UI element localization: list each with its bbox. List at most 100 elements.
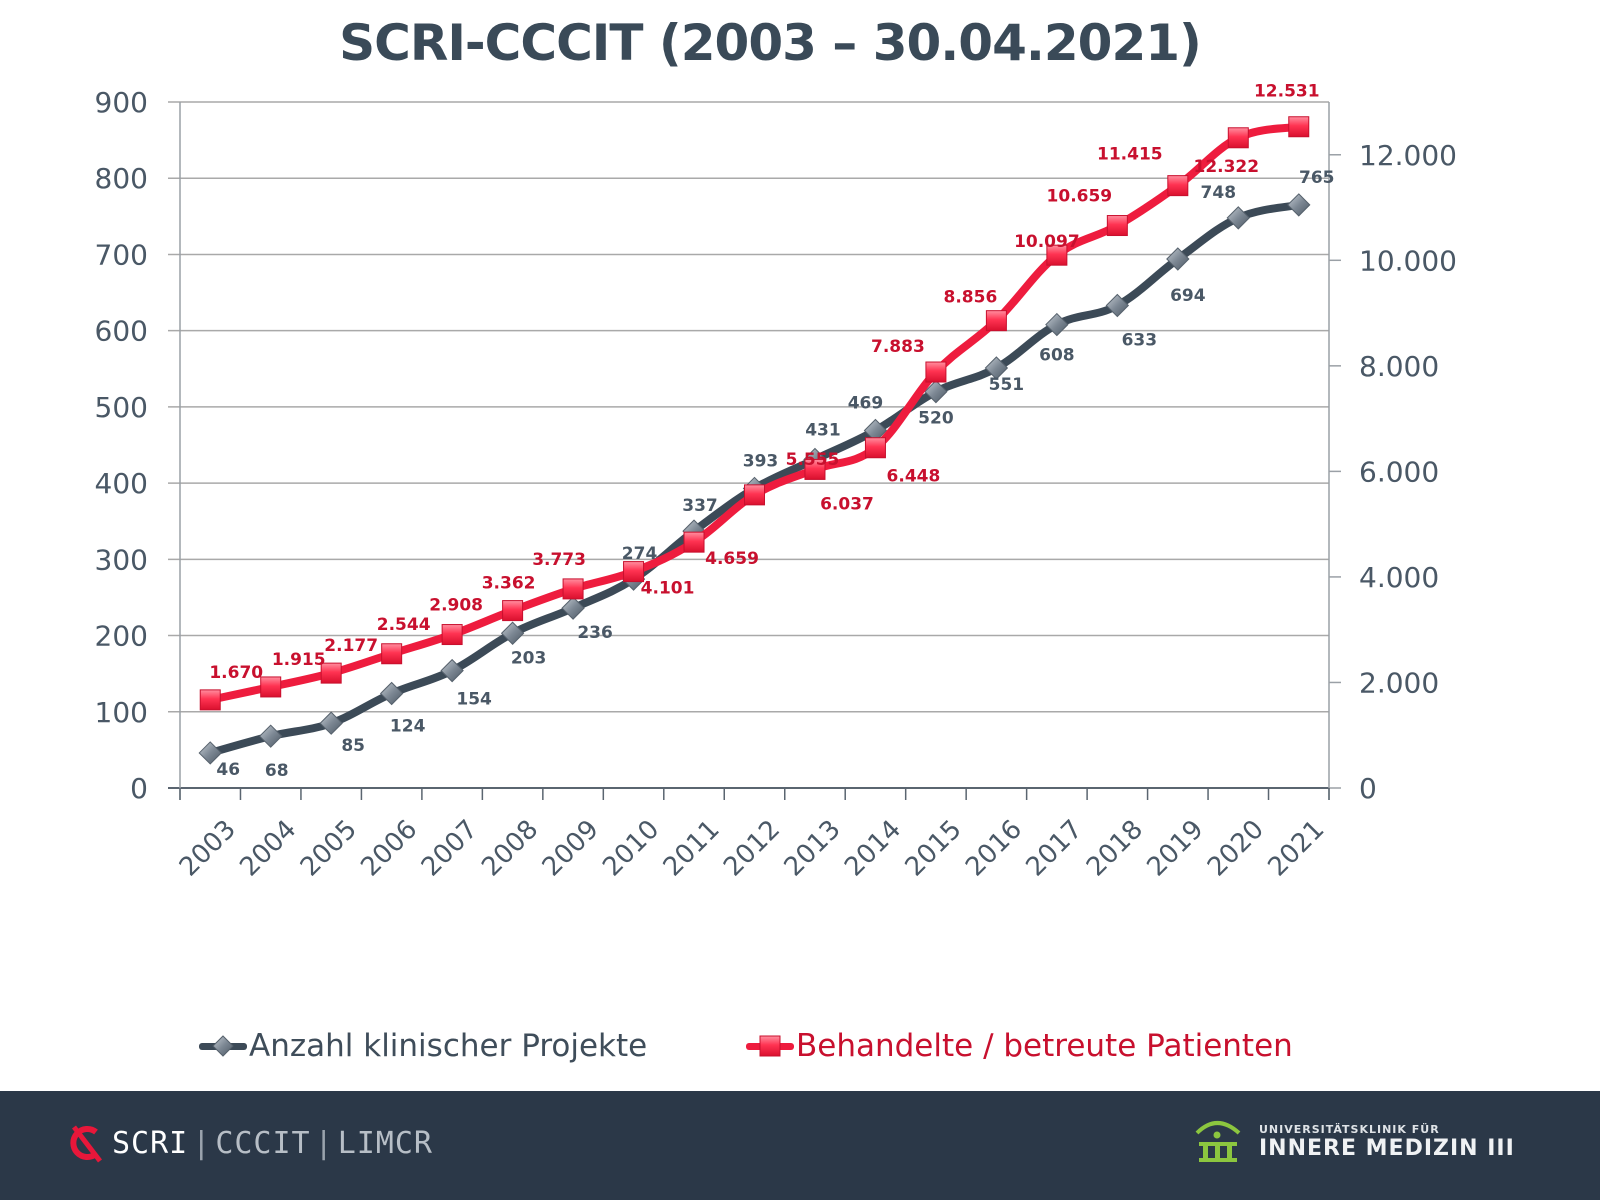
marker-projects (984, 356, 1009, 380)
marker-patients (925, 361, 947, 383)
y-tick-label-left: 700 (95, 238, 148, 271)
x-tick-label: 2009 (537, 814, 605, 882)
data-label-projects: 203 (511, 648, 547, 668)
legend-label-patients: Behandelte / betreute Patienten (796, 1028, 1293, 1064)
footer-separator: | (192, 1125, 212, 1161)
scri-logo-icon (70, 1125, 102, 1163)
marker-patients (441, 624, 463, 646)
y-tick-label-left: 900 (95, 86, 148, 119)
footer-limcr: LIMCR (337, 1125, 433, 1161)
marker-patients (260, 676, 282, 698)
y-tick-label-left: 100 (95, 696, 148, 729)
data-label-patients: 2.177 (324, 636, 378, 656)
marker-projects (198, 741, 222, 765)
data-label-projects: 694 (1170, 286, 1206, 306)
data-label-patients: 12.531 (1254, 82, 1320, 102)
y-tick-label-right: 12.000 (1359, 139, 1457, 172)
data-label-projects: 765 (1299, 168, 1335, 188)
data-label-projects: 274 (622, 544, 658, 564)
y-tick-label-right: 8.000 (1359, 350, 1439, 383)
x-tick-label: 2012 (718, 814, 786, 882)
marker-projects (1166, 247, 1190, 271)
y-tick-label-right: 10.000 (1359, 244, 1457, 277)
marker-patients (1167, 175, 1189, 197)
series-projects (198, 193, 1311, 765)
data-label-projects: 551 (989, 375, 1025, 395)
data-label-patients: 1.915 (272, 650, 326, 670)
marker-projects (500, 621, 525, 645)
data-label-projects: 85 (341, 736, 365, 756)
legend-label-projects: Anzahl klinischer Projekte (249, 1028, 648, 1064)
university-logo: UNIVERSITÄTSKLINIK FÜR INNERE MEDIZIN II… (1193, 1117, 1515, 1167)
y-tick-label-right: 6.000 (1359, 455, 1439, 488)
y-tick-label-left: 300 (95, 543, 148, 576)
x-tick-label: 2013 (779, 814, 847, 882)
marker-patients (1227, 127, 1249, 149)
x-tick-label: 2006 (355, 814, 423, 882)
data-label-patients: 4.659 (705, 549, 759, 569)
marker-projects (440, 658, 464, 683)
footer-scri: SCRI (112, 1125, 189, 1161)
line-chart: 0 100 200 300 400 500 600 700 800 900 0 2.000 4.000 6… (95, 82, 1457, 883)
data-label-projects: 431 (805, 420, 841, 440)
university-building-icon (1195, 1121, 1241, 1162)
x-tick-label: 2016 (960, 814, 1028, 882)
y-tick-label-left: 500 (95, 391, 148, 424)
marker-projects (1105, 293, 1130, 318)
y-tick-label-left: 0 (130, 772, 148, 805)
x-tick-label: 2003 (174, 814, 242, 882)
data-label-patients: 10.659 (1047, 187, 1113, 207)
x-tick-label: 2015 (900, 814, 968, 882)
x-tick-label: 2008 (476, 814, 544, 882)
x-tick-label: 2011 (658, 814, 726, 882)
data-label-projects: 154 (456, 690, 492, 710)
x-tick-label: 2014 (839, 814, 907, 882)
marker-patients (502, 600, 524, 622)
marker-patients (381, 643, 403, 665)
y-tick-label-right: 0 (1359, 772, 1377, 805)
marker-projects (1287, 193, 1311, 217)
data-labels-projects: 46 68 85 124 154 203 236 274 337 393 431 469 520 551 6… (216, 168, 1334, 781)
series-patients (199, 116, 1310, 711)
marker-patients (1288, 116, 1310, 138)
marker-projects (561, 596, 585, 620)
marker-patients (1046, 244, 1068, 266)
data-label-patients: 2.544 (377, 615, 431, 635)
marker-patients (985, 310, 1007, 332)
footer-cccit: CCCIT (215, 1125, 311, 1161)
chart-title: SCRI-CCCIT (2003 – 30.04.2021) (339, 14, 1202, 72)
x-tick-label: 2010 (597, 814, 665, 882)
data-label-projects: 393 (743, 451, 779, 471)
data-label-projects: 46 (216, 760, 240, 780)
data-label-patients: 4.101 (641, 579, 695, 599)
data-label-projects: 748 (1201, 183, 1237, 203)
data-label-projects: 68 (265, 761, 289, 781)
footer-separator: | (314, 1125, 334, 1161)
data-label-patients: 12.322 (1193, 157, 1259, 177)
data-label-patients: 3.773 (532, 550, 586, 570)
data-label-projects: 469 (848, 394, 884, 414)
marker-patients (562, 578, 584, 600)
marker-patients (744, 484, 765, 506)
x-tick-label: 2017 (1021, 814, 1089, 882)
university-clinic-label: UNIVERSITÄTSKLINIK FÜR (1259, 1123, 1440, 1136)
data-label-patients: 10.097 (1014, 232, 1080, 252)
data-label-patients: 6.448 (887, 467, 941, 487)
line-patients (206, 122, 1303, 704)
x-tick-label: 2021 (1262, 814, 1330, 882)
marker-projects (924, 379, 948, 404)
x-tick-label: 2004 (234, 814, 302, 882)
data-label-patients: 7.883 (871, 337, 925, 357)
y-tick-label-right: 2.000 (1359, 666, 1439, 699)
y-tick-label-left: 800 (95, 162, 148, 195)
marker-projects (1226, 206, 1250, 230)
marker-patients (623, 561, 645, 583)
y-tick-label-left: 200 (95, 620, 148, 653)
marker-patients (864, 437, 886, 459)
x-tick-label: 2005 (295, 814, 363, 882)
data-label-projects: 124 (390, 716, 426, 736)
data-label-projects: 236 (577, 623, 613, 643)
marker-patients (804, 458, 826, 480)
legend-square-line-icon (746, 1035, 794, 1057)
